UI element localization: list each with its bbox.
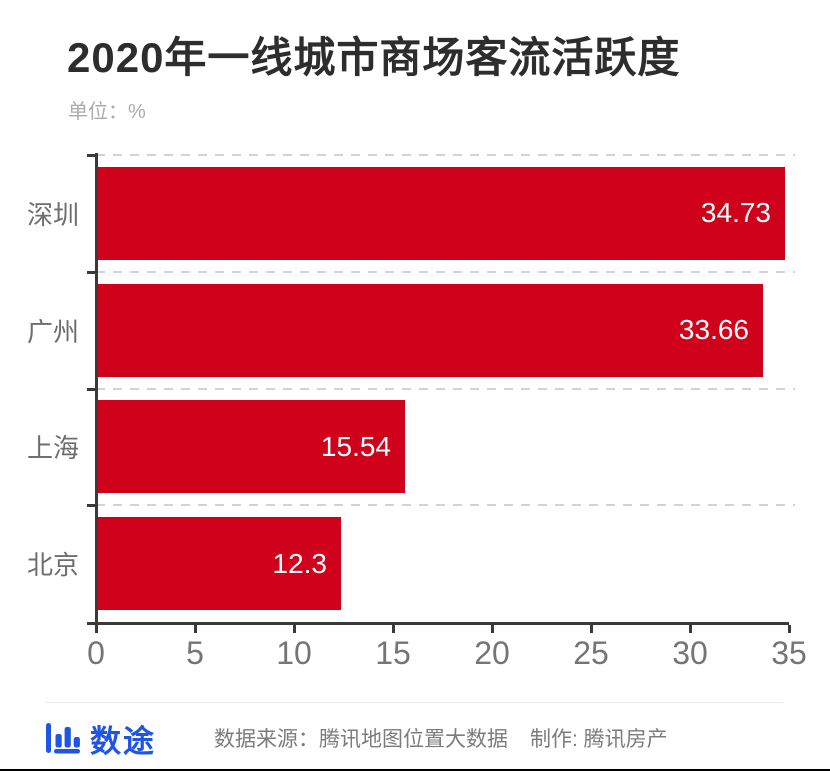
- gridline: [96, 270, 795, 273]
- bar-chart-logo-icon: [46, 723, 80, 754]
- x-tick-label: 30: [672, 635, 708, 671]
- chart-title: 2020年一线城市商场客流活跃度: [67, 34, 681, 81]
- y-axis-line: [95, 153, 98, 625]
- bar: 33.66: [97, 283, 763, 377]
- bar: 12.3: [97, 517, 341, 611]
- x-tick-label: 5: [186, 635, 204, 671]
- x-axis-tick: [94, 625, 98, 633]
- gridline: [96, 504, 795, 507]
- x-tick-label: 20: [474, 635, 510, 671]
- x-tick-label: 35: [771, 635, 807, 671]
- bar-value-label: 12.3: [272, 547, 328, 579]
- bottom-border-line: [0, 769, 830, 771]
- category-label: 上海: [27, 433, 80, 464]
- x-axis-tick: [193, 625, 197, 633]
- x-axis-tick: [589, 625, 593, 633]
- x-tick-label: 25: [573, 635, 609, 671]
- footer-credits: 数据来源：腾讯地图位置大数据 制作: 腾讯房产: [214, 723, 668, 753]
- data-source-text: 数据来源：腾讯地图位置大数据: [214, 728, 508, 751]
- y-axis-tick: [87, 270, 96, 274]
- footer-divider: [45, 702, 783, 703]
- bar-value-label: 33.66: [678, 314, 749, 346]
- category-label: 深圳: [27, 199, 80, 230]
- logo-text: 数途: [90, 723, 156, 759]
- category-label: 广州: [27, 316, 80, 347]
- x-axis-tick: [391, 625, 395, 633]
- gridline: [96, 387, 795, 390]
- category-label: 北京: [27, 550, 80, 581]
- y-axis-tick: [87, 154, 96, 157]
- x-axis-tick: [292, 625, 296, 633]
- y-axis-tick: [87, 504, 96, 508]
- x-tick-label: 0: [87, 635, 105, 671]
- x-axis-tick: [490, 625, 494, 633]
- producer-text: 制作: 腾讯房产: [530, 728, 668, 751]
- footer: 数途 数据来源：腾讯地图位置大数据 制作: 腾讯房产: [45, 716, 668, 760]
- x-axis-tick: [787, 625, 791, 633]
- y-axis-tick: [87, 387, 96, 391]
- bar-value-label: 34.73: [700, 197, 771, 229]
- gridline: [96, 154, 795, 156]
- x-tick-label: 10: [276, 635, 312, 671]
- x-axis-line: [87, 622, 789, 625]
- logo: 数途: [45, 716, 156, 761]
- bar: 15.54: [97, 400, 405, 494]
- bar: 34.73: [97, 166, 785, 260]
- bar-value-label: 15.54: [320, 430, 391, 462]
- x-axis-tick: [688, 625, 692, 633]
- x-tick-label: 15: [375, 635, 411, 671]
- unit-label: 单位：%: [68, 101, 146, 123]
